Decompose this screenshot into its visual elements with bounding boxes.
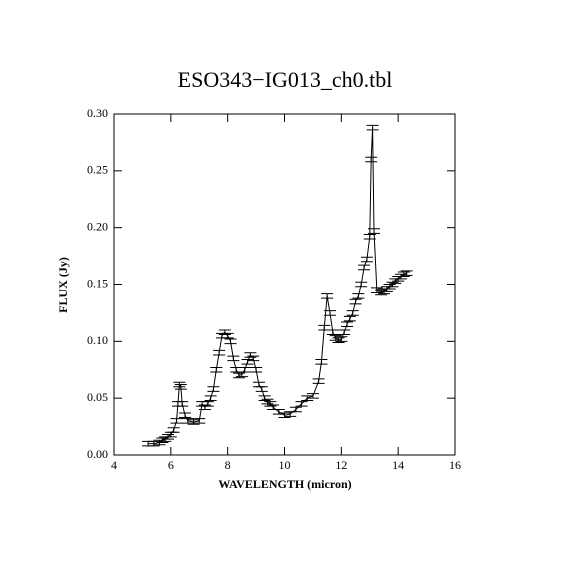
error-bar [338, 329, 351, 336]
error-bar [250, 366, 263, 373]
chart-title: ESO343−IG013_ch0.tbl [178, 67, 393, 92]
x-tick-label: 10 [279, 458, 291, 472]
error-bar [295, 401, 308, 407]
error-bar [312, 378, 325, 384]
error-bar [289, 406, 302, 413]
error-bar [358, 264, 371, 271]
error-bar [174, 384, 187, 390]
error-bar [366, 124, 379, 131]
x-tick-label: 4 [111, 458, 117, 472]
error-bar [176, 401, 189, 407]
error-bar [247, 355, 260, 362]
error-bar [221, 332, 234, 339]
error-bar [365, 156, 378, 163]
error-bar [341, 321, 354, 328]
error-bar [360, 256, 373, 263]
error-bar [352, 293, 365, 299]
error-bar [255, 386, 268, 392]
error-bar [210, 366, 223, 373]
y-tick-label: 0.25 [87, 163, 108, 177]
error-bar [315, 359, 328, 365]
error-bar [400, 270, 413, 276]
error-bar [213, 349, 226, 356]
x-tick-label: 8 [225, 458, 231, 472]
error-bar [335, 336, 348, 342]
x-tick-label: 6 [168, 458, 174, 472]
y-tick-label: 0.00 [87, 447, 108, 461]
error-bar [355, 281, 368, 288]
y-tick-label: 0.15 [87, 276, 108, 290]
error-bar [363, 233, 376, 240]
error-bar [321, 293, 334, 299]
error-bar [306, 393, 319, 399]
y-tick-label: 0.30 [87, 106, 108, 120]
error-bar [368, 228, 381, 234]
error-bar [224, 338, 237, 345]
error-bar [343, 315, 356, 322]
error-bar [193, 418, 206, 424]
error-bar [201, 401, 214, 407]
x-tick-label: 14 [392, 458, 404, 472]
error-bar [204, 395, 217, 401]
error-bar [179, 412, 192, 418]
error-bar [207, 386, 220, 392]
error-bar [349, 298, 362, 305]
error-bar [170, 418, 183, 424]
error-bar [167, 427, 180, 433]
x-tick-label: 16 [449, 458, 461, 472]
error-bar [323, 310, 336, 316]
error-bar [346, 310, 359, 316]
y-tick-label: 0.05 [87, 390, 108, 404]
error-bar [238, 366, 251, 373]
x-axis-label: WAVELENGTH (micron) [218, 477, 351, 491]
y-tick-label: 0.20 [87, 219, 108, 233]
x-tick-label: 12 [335, 458, 347, 472]
error-bar [326, 329, 339, 336]
y-tick-label: 0.10 [87, 333, 108, 347]
y-axis-label: FLUX (Jy) [56, 257, 70, 313]
error-bar [227, 355, 240, 362]
